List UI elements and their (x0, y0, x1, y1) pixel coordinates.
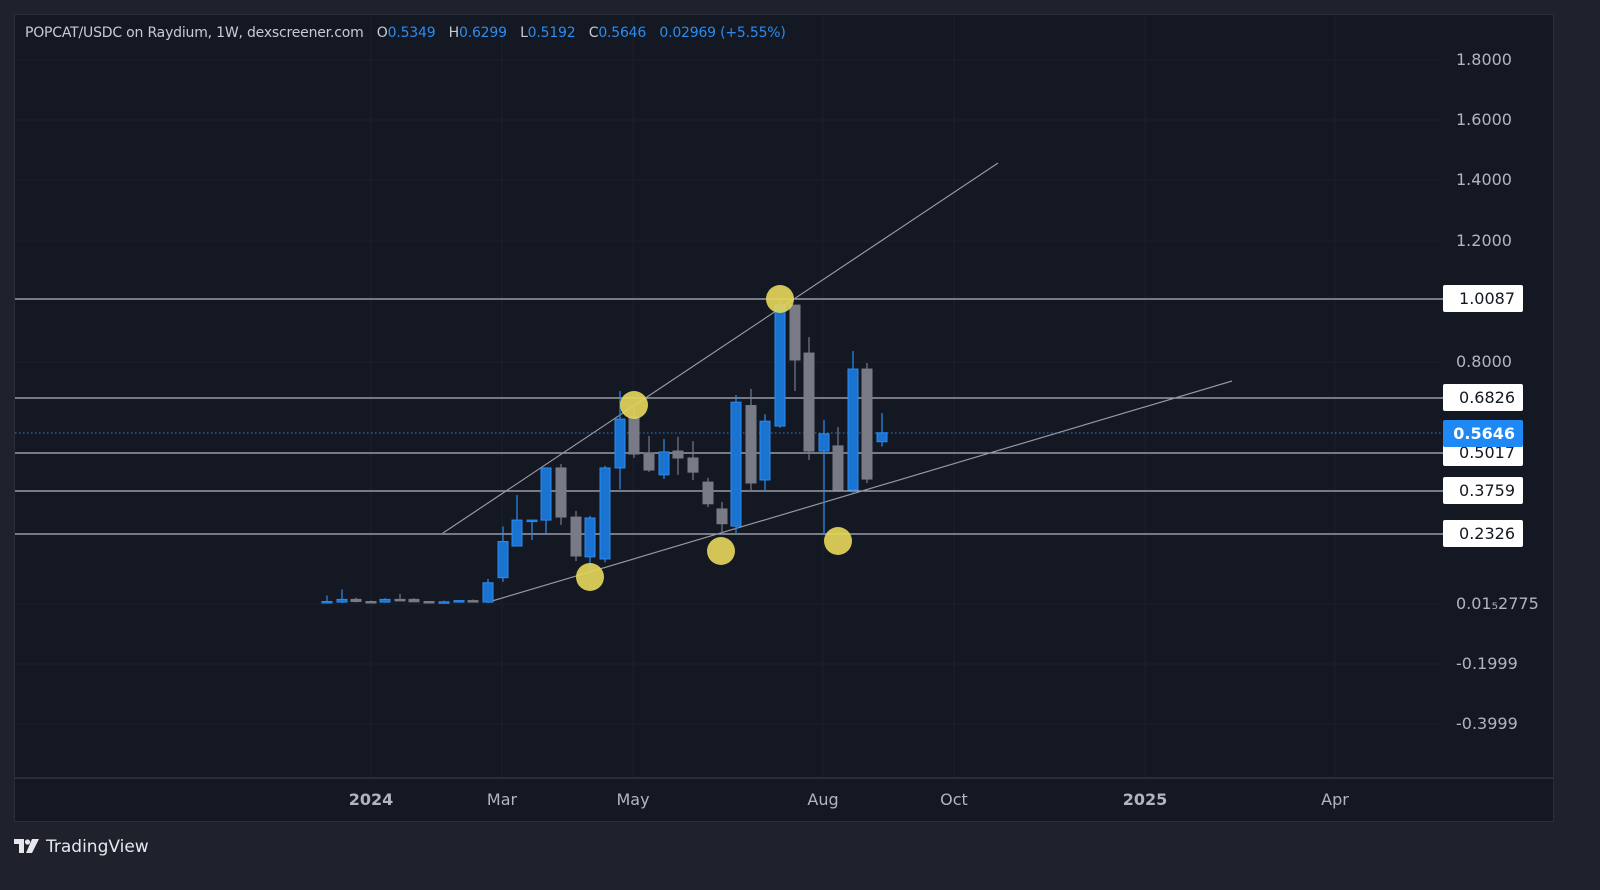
candle-up (847, 368, 859, 491)
open-key: O (376, 25, 388, 41)
candle-down (423, 600, 435, 604)
candle-down (687, 457, 699, 473)
candle-up (336, 598, 348, 603)
close-key: C (588, 25, 599, 41)
yellow-marker-dot (707, 537, 735, 565)
candle-up (482, 582, 494, 603)
candle-up (379, 598, 391, 603)
high-key: H (448, 25, 460, 41)
symbol-title: POPCAT/USDC on Raydium, 1W, dexscreener.… (25, 25, 364, 41)
candle-down (408, 598, 420, 603)
price-axis-label: 0.8000 (1456, 352, 1512, 371)
candle-up (511, 519, 523, 547)
time-axis-label: 2025 (1122, 790, 1168, 809)
candle-down (394, 598, 406, 602)
tradingview-logo[interactable]: TradingView (14, 837, 149, 857)
candle-down (643, 452, 655, 471)
candle-up (584, 517, 596, 558)
brand-name: TradingView (46, 837, 149, 857)
candle-down (861, 368, 873, 480)
candle-up (730, 401, 742, 527)
time-axis-label: Aug (807, 790, 839, 809)
candle-down (716, 508, 728, 525)
level-price-tag: 0.6826 (1443, 384, 1523, 411)
candle-up (321, 600, 333, 604)
candle-down (803, 352, 815, 452)
trendline-lower-channel (491, 380, 1233, 602)
trendline-upper-channel (442, 162, 999, 534)
price-axis-label: 1.4000 (1456, 170, 1512, 189)
yellow-marker-dot (620, 391, 648, 419)
symbol-legend: POPCAT/USDC on Raydium, 1W, dexscreener.… (25, 25, 786, 41)
open-value: 0.5349 (387, 25, 436, 41)
candle-down (789, 304, 801, 361)
tradingview-logo-icon (14, 839, 39, 853)
candle-down (350, 598, 362, 602)
candle-down (832, 445, 844, 491)
candle-up (453, 600, 465, 603)
candle-down (467, 600, 479, 603)
level-price-tag: 0.2326 (1443, 520, 1523, 547)
time-axis-label: Oct (940, 790, 968, 809)
high-value: 0.6299 (459, 25, 507, 41)
candle-up (438, 601, 450, 604)
candle-up (818, 433, 830, 452)
price-axis-label: -0.1999 (1456, 654, 1518, 673)
price-axis-label: 1.8000 (1456, 50, 1512, 69)
candle-down (628, 416, 640, 455)
time-axis-label: Mar (486, 790, 518, 809)
yellow-marker-dot (766, 285, 794, 313)
candle-down (570, 516, 582, 557)
candle-up (876, 432, 888, 443)
price-axis-label: -0.3999 (1456, 714, 1518, 733)
candle-down (745, 405, 757, 484)
level-price-tag: 0.3759 (1443, 477, 1523, 504)
candle-up (599, 467, 611, 560)
yellow-marker-dot (576, 563, 604, 591)
candle-up (614, 418, 626, 469)
time-axis-label: Apr (1321, 790, 1349, 809)
candle-up (526, 519, 538, 523)
level-price-tag: 1.0087 (1443, 285, 1523, 312)
candle-up (658, 451, 670, 476)
candle-up (540, 467, 552, 521)
price-axis-label: 1.2000 (1456, 231, 1512, 250)
current-price-tag: 0.5646 (1443, 420, 1523, 447)
candle-down (555, 467, 567, 518)
change-value: 0.02969 (+5.55%) (659, 25, 786, 41)
candle-down (702, 481, 714, 505)
candle-up (774, 304, 786, 427)
candle-down (672, 450, 684, 459)
low-key: L (520, 25, 528, 41)
candle-up (759, 420, 771, 481)
yellow-marker-dot (824, 527, 852, 555)
low-value: 0.5192 (527, 25, 576, 41)
time-axis-label: May (616, 790, 650, 809)
price-axis-label: 0.01₅2775 (1456, 594, 1539, 613)
close-value: 0.5646 (598, 25, 647, 41)
candle-up (497, 540, 509, 579)
time-axis-label: 2024 (348, 790, 394, 809)
candle-down (365, 600, 377, 604)
price-axis-label: 1.6000 (1456, 110, 1512, 129)
